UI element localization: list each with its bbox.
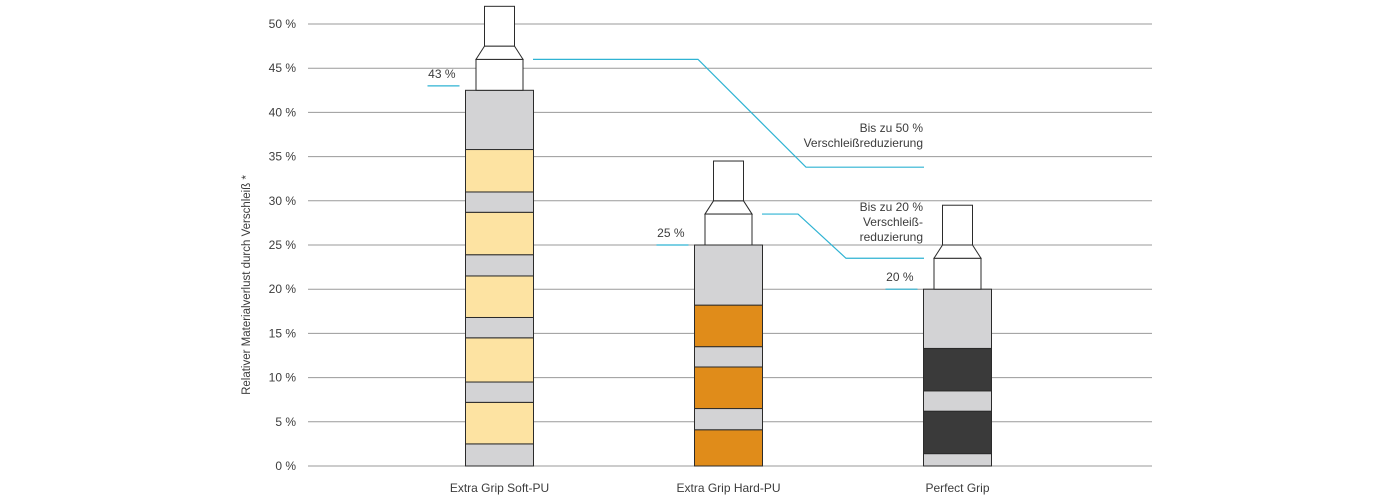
bar-2: 25 % (656, 160, 763, 467)
bar-layer-grey (923, 288, 992, 349)
y-tick-label: 10 % (269, 371, 297, 385)
bar-layer-grey (694, 408, 763, 431)
bar-layer-color (465, 401, 534, 445)
bar-layer-color (465, 337, 534, 383)
bar-layer-grey (465, 89, 534, 151)
bar-layer-grey (465, 191, 534, 213)
bar-1: 43 % (427, 5, 534, 467)
annotation-2: Bis zu 20 %Verschleiß-reduzierung (860, 200, 924, 244)
y-tick-label: 0 % (275, 459, 296, 473)
y-tick-label: 15 % (269, 326, 297, 340)
y-tick-label: 30 % (269, 194, 297, 208)
annotation-line: Verschleißreduzierung (804, 136, 923, 150)
bar-layer-grey (465, 316, 534, 339)
bar-layer-grey (694, 346, 763, 368)
y-tick-label: 45 % (269, 61, 297, 75)
annotation-line: Verschleiß- (863, 215, 923, 229)
annotation-line: Bis zu 50 % (860, 121, 924, 135)
bar-layer-grey (923, 453, 992, 467)
bar-layer-grey (465, 254, 534, 277)
bar-layer-color (465, 149, 534, 193)
category-label: Extra Grip Soft-PU (450, 481, 549, 495)
cap-collar (704, 213, 753, 246)
bar-cap (475, 5, 524, 91)
cap-collar (933, 257, 982, 290)
bar-3: 20 % (885, 204, 992, 467)
value-label: 20 % (886, 270, 914, 284)
value-label: 43 % (428, 67, 456, 81)
y-tick-label: 20 % (269, 282, 297, 296)
y-axis-label: Relativer Materialverlust durch Verschle… (241, 175, 253, 395)
cap-collar (475, 58, 524, 91)
bar-layer-color (694, 304, 763, 348)
y-tick-label: 25 % (269, 238, 297, 252)
connectors (533, 58, 924, 259)
bar-layer-color (465, 211, 534, 256)
y-axis-ticks: 0 % 5 % 10 % 15 % 20 % 25 % 30 % 35 % 40 % 45 % 50… (269, 17, 297, 473)
cap-tip (484, 5, 515, 47)
annotation-line: Bis zu 20 % (860, 200, 924, 214)
bar-cap (704, 160, 753, 246)
y-tick-label: 50 % (269, 17, 297, 31)
category-label: Perfect Grip (925, 481, 989, 495)
bar-layer-color (694, 366, 763, 410)
bar-layer-color (694, 429, 763, 467)
annotations: Bis zu 50 %Verschleißreduzierung Bis zu 2… (804, 121, 924, 244)
reduction-connector-2 (762, 213, 924, 259)
category-labels: Extra Grip Soft-PU Extra Grip Hard-PU Perf… (450, 481, 990, 495)
value-label: 25 % (657, 226, 685, 240)
cap-cone (704, 200, 753, 215)
y-tick-label: 40 % (269, 105, 297, 119)
bar-layer-color (923, 410, 992, 455)
bar-layer-grey (465, 381, 534, 403)
reduction-connector-1 (533, 58, 924, 168)
annotation-line: reduzierung (860, 230, 923, 244)
bar-layer-grey (694, 244, 763, 306)
bar-layer-color (923, 347, 992, 392)
bar-layer-grey (465, 443, 534, 467)
cap-cone (933, 244, 982, 259)
cap-cone (475, 45, 524, 60)
annotation-1: Bis zu 50 %Verschleißreduzierung (804, 121, 924, 150)
cap-tip (942, 204, 973, 246)
cap-tip (713, 160, 744, 202)
bars: 43 % 25 % 20 % (427, 5, 992, 467)
y-tick-label: 5 % (275, 415, 296, 429)
bar-layer-grey (923, 390, 992, 412)
y-tick-label: 35 % (269, 150, 297, 164)
bar-layer-color (465, 275, 534, 318)
category-label: Extra Grip Hard-PU (676, 481, 780, 495)
bar-cap (933, 204, 982, 290)
